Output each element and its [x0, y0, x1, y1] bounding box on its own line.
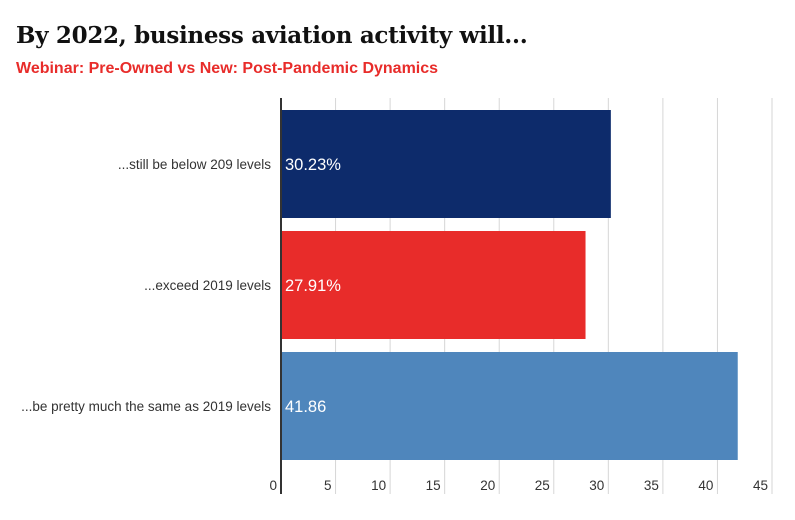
x-tick-label: 30: [589, 478, 604, 493]
x-tick-label: 5: [324, 478, 332, 493]
bar: [281, 352, 738, 460]
category-label: ...be pretty much the same as 2019 level…: [21, 399, 271, 414]
x-tick-label: 0: [269, 478, 277, 493]
x-tick-label: 10: [371, 478, 386, 493]
bar: [281, 110, 611, 218]
chart-subtitle: Webinar: Pre-Owned vs New: Post-Pandemic…: [16, 60, 439, 77]
chart-title: By 2022, business aviation activity will…: [16, 22, 528, 49]
category-label: ...exceed 2019 levels: [144, 278, 271, 293]
x-tick-label: 35: [644, 478, 659, 493]
x-tick-label: 15: [426, 478, 441, 493]
data-label: 27.91%: [285, 277, 341, 295]
data-label: 30.23%: [285, 156, 341, 174]
data-label: 41.86: [285, 398, 326, 416]
x-tick-label: 40: [698, 478, 713, 493]
x-tick-label: 25: [535, 478, 550, 493]
bar: [281, 231, 586, 339]
category-label: ...still be below 209 levels: [118, 157, 271, 172]
x-tick-label: 45: [753, 478, 768, 493]
x-tick-label: 20: [480, 478, 495, 493]
